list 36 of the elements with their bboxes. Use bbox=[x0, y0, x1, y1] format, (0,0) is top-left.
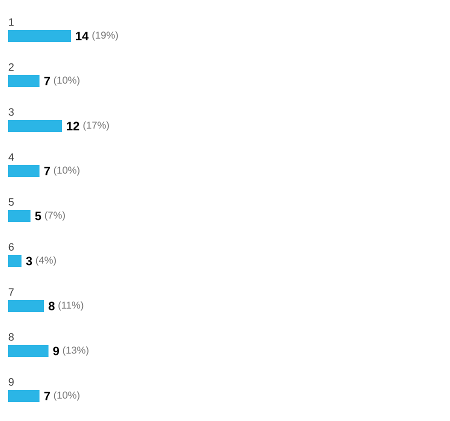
y-tick-label: 4 bbox=[8, 153, 14, 161]
annotation: (7%) bbox=[45, 211, 65, 221]
annotation: (10%) bbox=[54, 76, 80, 86]
y-tick-label: 1 bbox=[9, 18, 14, 26]
bar bbox=[8, 390, 40, 402]
data-label: 14 bbox=[76, 32, 89, 40]
annotation: (4%) bbox=[36, 256, 56, 266]
annotation: (11%) bbox=[58, 301, 84, 311]
data-label: 5 bbox=[35, 212, 42, 220]
data-label: 12 bbox=[67, 122, 80, 130]
y-tick-label: 8 bbox=[8, 333, 14, 341]
annotation: (13%) bbox=[63, 346, 88, 356]
data-label: 7 bbox=[44, 76, 50, 86]
data-label: 8 bbox=[48, 302, 55, 310]
bar bbox=[8, 75, 40, 88]
data-label: 3 bbox=[26, 256, 32, 266]
bar bbox=[8, 210, 31, 222]
bar bbox=[8, 300, 44, 312]
bar bbox=[8, 165, 40, 177]
annotation: (10%) bbox=[54, 166, 80, 176]
data-label: 7 bbox=[44, 392, 50, 400]
y-tick-label: 5 bbox=[8, 198, 14, 206]
bar bbox=[8, 120, 62, 132]
annotation: (19%) bbox=[92, 31, 118, 41]
bar bbox=[8, 344, 49, 357]
y-tick-label: 7 bbox=[8, 288, 14, 296]
data-label: 9 bbox=[53, 346, 60, 356]
y-tick-label: 2 bbox=[8, 63, 14, 71]
y-tick-label: 6 bbox=[8, 243, 14, 251]
data-label: 7 bbox=[44, 166, 50, 176]
annotation: (10%) bbox=[54, 391, 80, 401]
bar bbox=[8, 254, 22, 267]
y-tick-label: 9 bbox=[8, 378, 14, 386]
y-tick-label: 3 bbox=[8, 108, 14, 116]
bar bbox=[8, 30, 72, 42]
annotation: (17%) bbox=[83, 121, 109, 131]
